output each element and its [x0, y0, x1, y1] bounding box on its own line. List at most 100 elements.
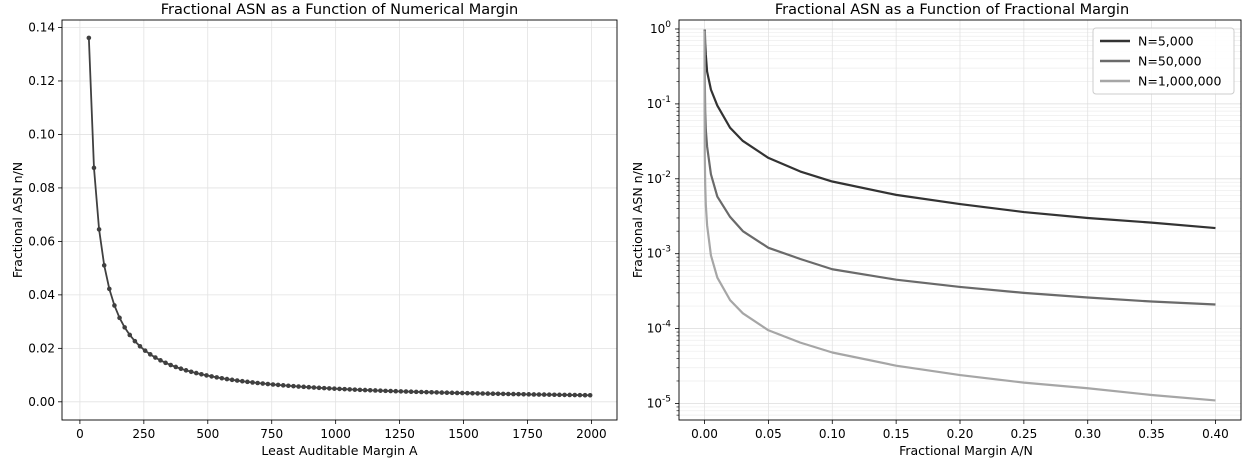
left-data-point [321, 385, 327, 391]
left-data-point [96, 227, 102, 232]
right-ytick-label: 10-4 [647, 320, 672, 336]
left-data-point [541, 392, 547, 397]
left-data-point [173, 364, 179, 370]
right-xtick-label: 0.15 [883, 427, 910, 441]
left-data-point [465, 390, 470, 396]
left-data-point [183, 368, 189, 373]
left-data-point [516, 391, 521, 397]
left-data-point [301, 384, 306, 390]
left-xtick-label: 750 [260, 427, 283, 441]
right-panel: 0.00 0.05 0.10 0.15 0.20 0.25 0.30 0.35 0.40 100 1… [630, 2, 1242, 458]
left-title: Fractional ASN as a Function of Numerica… [161, 2, 519, 18]
left-data-point [454, 390, 460, 396]
left-ytick-label: 0.12 [28, 74, 55, 88]
left-ticks: 0 250 500 750 1000 1250 1500 1750 2000 0.00 0.02 0.… [28, 20, 606, 441]
left-ytick-label: 0.06 [28, 234, 55, 248]
left-xtick-label: 1250 [384, 427, 415, 441]
left-data-point [393, 388, 399, 394]
left-data-point [240, 378, 245, 384]
right-series-lines [703, 29, 1216, 402]
left-data-point [117, 315, 122, 321]
left-data-point [587, 392, 593, 398]
left-data-point [193, 370, 199, 376]
left-data-point [495, 391, 501, 397]
left-data-point [444, 390, 450, 395]
right-series-3-line [703, 30, 1216, 402]
right-grid [679, 20, 1241, 420]
left-data-point [142, 348, 148, 353]
left-data-point [577, 392, 583, 398]
right-ytick-label: 10-3 [647, 245, 671, 261]
left-data-point [572, 392, 578, 398]
left-xlabel: Least Auditable Margin A [261, 443, 418, 458]
right-xtick-label: 0.35 [1138, 427, 1165, 441]
left-data-point [500, 391, 506, 397]
left-data-point [291, 383, 296, 389]
left-data-point [480, 391, 486, 396]
right-xtick-label: 0.20 [947, 427, 974, 441]
left-data-point [127, 332, 133, 338]
left-data-point [147, 352, 153, 357]
right-title: Fractional ASN as a Function of Fraction… [775, 2, 1129, 18]
left-data-point [424, 389, 429, 395]
left-data-point [199, 371, 204, 377]
right-ytick-label: 10-2 [647, 170, 671, 186]
left-data-point [270, 382, 276, 387]
left-data-point [255, 380, 260, 386]
left-data-point [378, 388, 383, 393]
left-data-point [286, 383, 291, 389]
left-data-point [245, 379, 250, 385]
left-xtick-label: 2000 [576, 427, 607, 441]
left-data-point [332, 386, 337, 391]
left-data-point [413, 389, 419, 395]
left-data-point [562, 392, 567, 398]
left-data-point [214, 375, 220, 380]
left-data-point [168, 362, 173, 368]
left-ytick-label: 0.08 [28, 181, 55, 195]
left-data-point [419, 389, 424, 395]
left-data-point [112, 303, 117, 308]
right-ytick-label: 100 [650, 20, 671, 36]
right-xtick-label: 0.10 [819, 427, 846, 441]
left-data-point [367, 387, 373, 393]
left-ytick-label: 0.10 [28, 127, 55, 141]
left-data-point [311, 385, 317, 390]
left-data-point [357, 387, 363, 393]
left-plot-frame [61, 19, 618, 421]
right-xtick-label: 0.25 [1011, 427, 1038, 441]
left-data-point [296, 384, 301, 389]
left-data-point [398, 389, 404, 394]
right-xlabel: Fractional Margin A/N [899, 443, 1033, 458]
left-data-point [280, 383, 286, 388]
left-data-point [224, 376, 230, 382]
left-xtick-label: 0 [76, 427, 84, 441]
left-data-point [347, 387, 353, 392]
left-grid [62, 20, 617, 420]
left-ytick-label: 0.00 [28, 395, 55, 409]
left-data-point [557, 392, 562, 398]
left-data-point [511, 391, 516, 397]
left-panel: 0 250 500 750 1000 1250 1500 1750 2000 0.00 0.02 0.… [10, 2, 618, 458]
left-xtick-label: 1750 [512, 427, 543, 441]
left-data-point [439, 390, 445, 395]
left-data-point [429, 389, 434, 395]
left-ytick-label: 0.04 [28, 288, 55, 302]
left-plot-area [62, 20, 617, 420]
left-data-point [163, 360, 168, 366]
legend-label-3: N=1,000,000 [1138, 74, 1221, 89]
left-data-point [204, 373, 209, 378]
left-data-point [234, 378, 240, 383]
left-data-point [362, 387, 368, 393]
left-data-point [260, 381, 266, 386]
left-data-point [229, 377, 235, 383]
left-data-point [567, 392, 572, 398]
left-data-point [383, 388, 388, 394]
left-data-point [521, 391, 526, 397]
left-data-point [546, 392, 552, 397]
right-xtick-label: 0.30 [1074, 427, 1101, 441]
right-xtick-label: 0.40 [1202, 427, 1229, 441]
right-ticks: 0.00 0.05 0.10 0.15 0.20 0.25 0.30 0.35 0.40 100 1… [647, 20, 1229, 441]
left-ytick-label: 0.14 [28, 20, 55, 34]
right-ylabel: Fractional ASN n/N [630, 162, 645, 278]
